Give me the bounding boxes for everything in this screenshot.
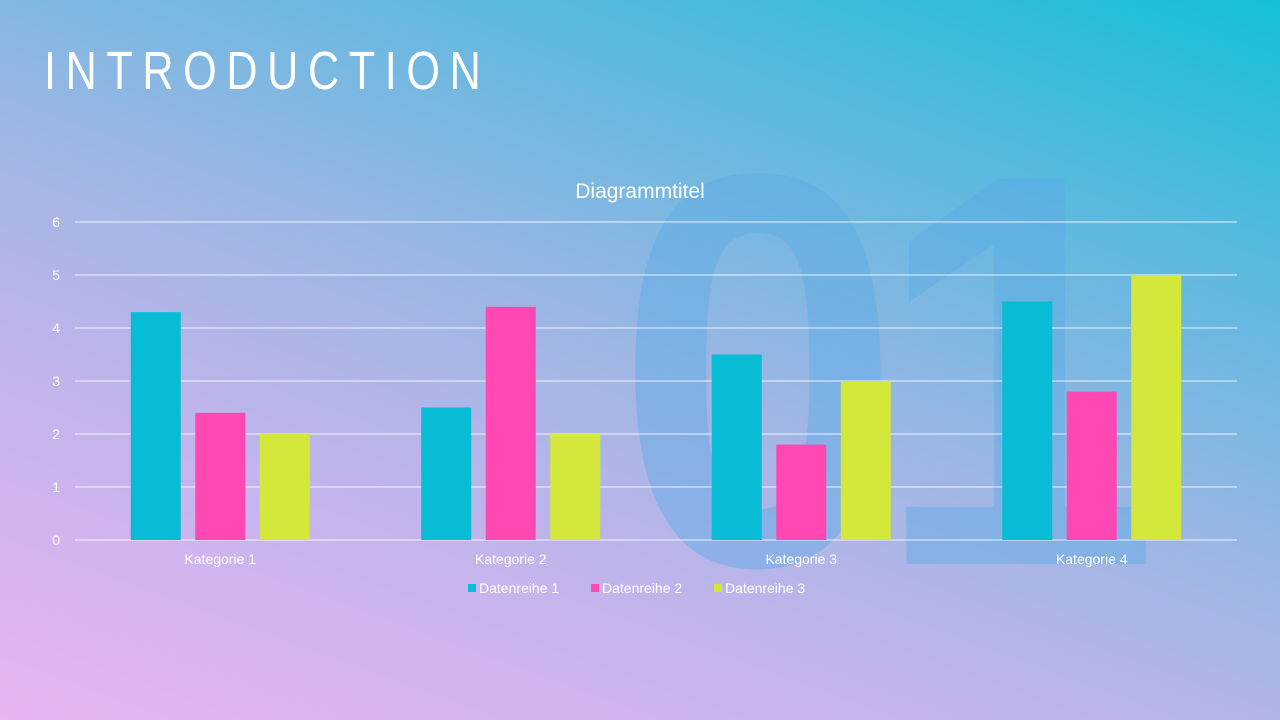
legend-label: Datenreihe 3 [725,580,805,596]
bar-2-4 [1066,391,1117,540]
y-tick-label: 5 [52,267,60,283]
legend-swatch [591,584,599,592]
bar-3-4 [1131,275,1182,540]
y-tick-label: 1 [52,479,60,495]
legend-swatch [468,584,476,592]
slide-title: INTRODUCTION [44,41,491,101]
x-tick-label: Kategorie 4 [1056,551,1128,567]
x-tick-label: Kategorie 3 [765,551,837,567]
y-tick-label: 2 [52,426,60,442]
bar-1-1 [130,312,181,540]
x-tick-label: Kategorie 1 [184,551,256,567]
bar-2-2 [485,306,536,540]
bar-1-2 [421,407,472,540]
bar-2-3 [776,444,827,540]
bar-3-1 [259,434,310,540]
y-tick-label: 0 [52,532,60,548]
slide-number-watermark: 01 [615,57,1160,683]
y-tick-label: 4 [52,320,60,336]
y-tick-label: 3 [52,373,60,389]
bar-1-4 [1002,301,1053,540]
legend-swatch [714,584,722,592]
bar-1-3 [711,354,762,540]
x-tick-label: Kategorie 2 [475,551,547,567]
legend-label: Datenreihe 2 [602,580,682,596]
y-tick-label: 6 [52,214,60,230]
legend-label: Datenreihe 1 [479,580,559,596]
bar-3-2 [550,434,601,540]
bar-3-3 [840,381,891,540]
chart-title: Diagrammtitel [575,180,705,203]
bar-2-1 [195,412,246,540]
